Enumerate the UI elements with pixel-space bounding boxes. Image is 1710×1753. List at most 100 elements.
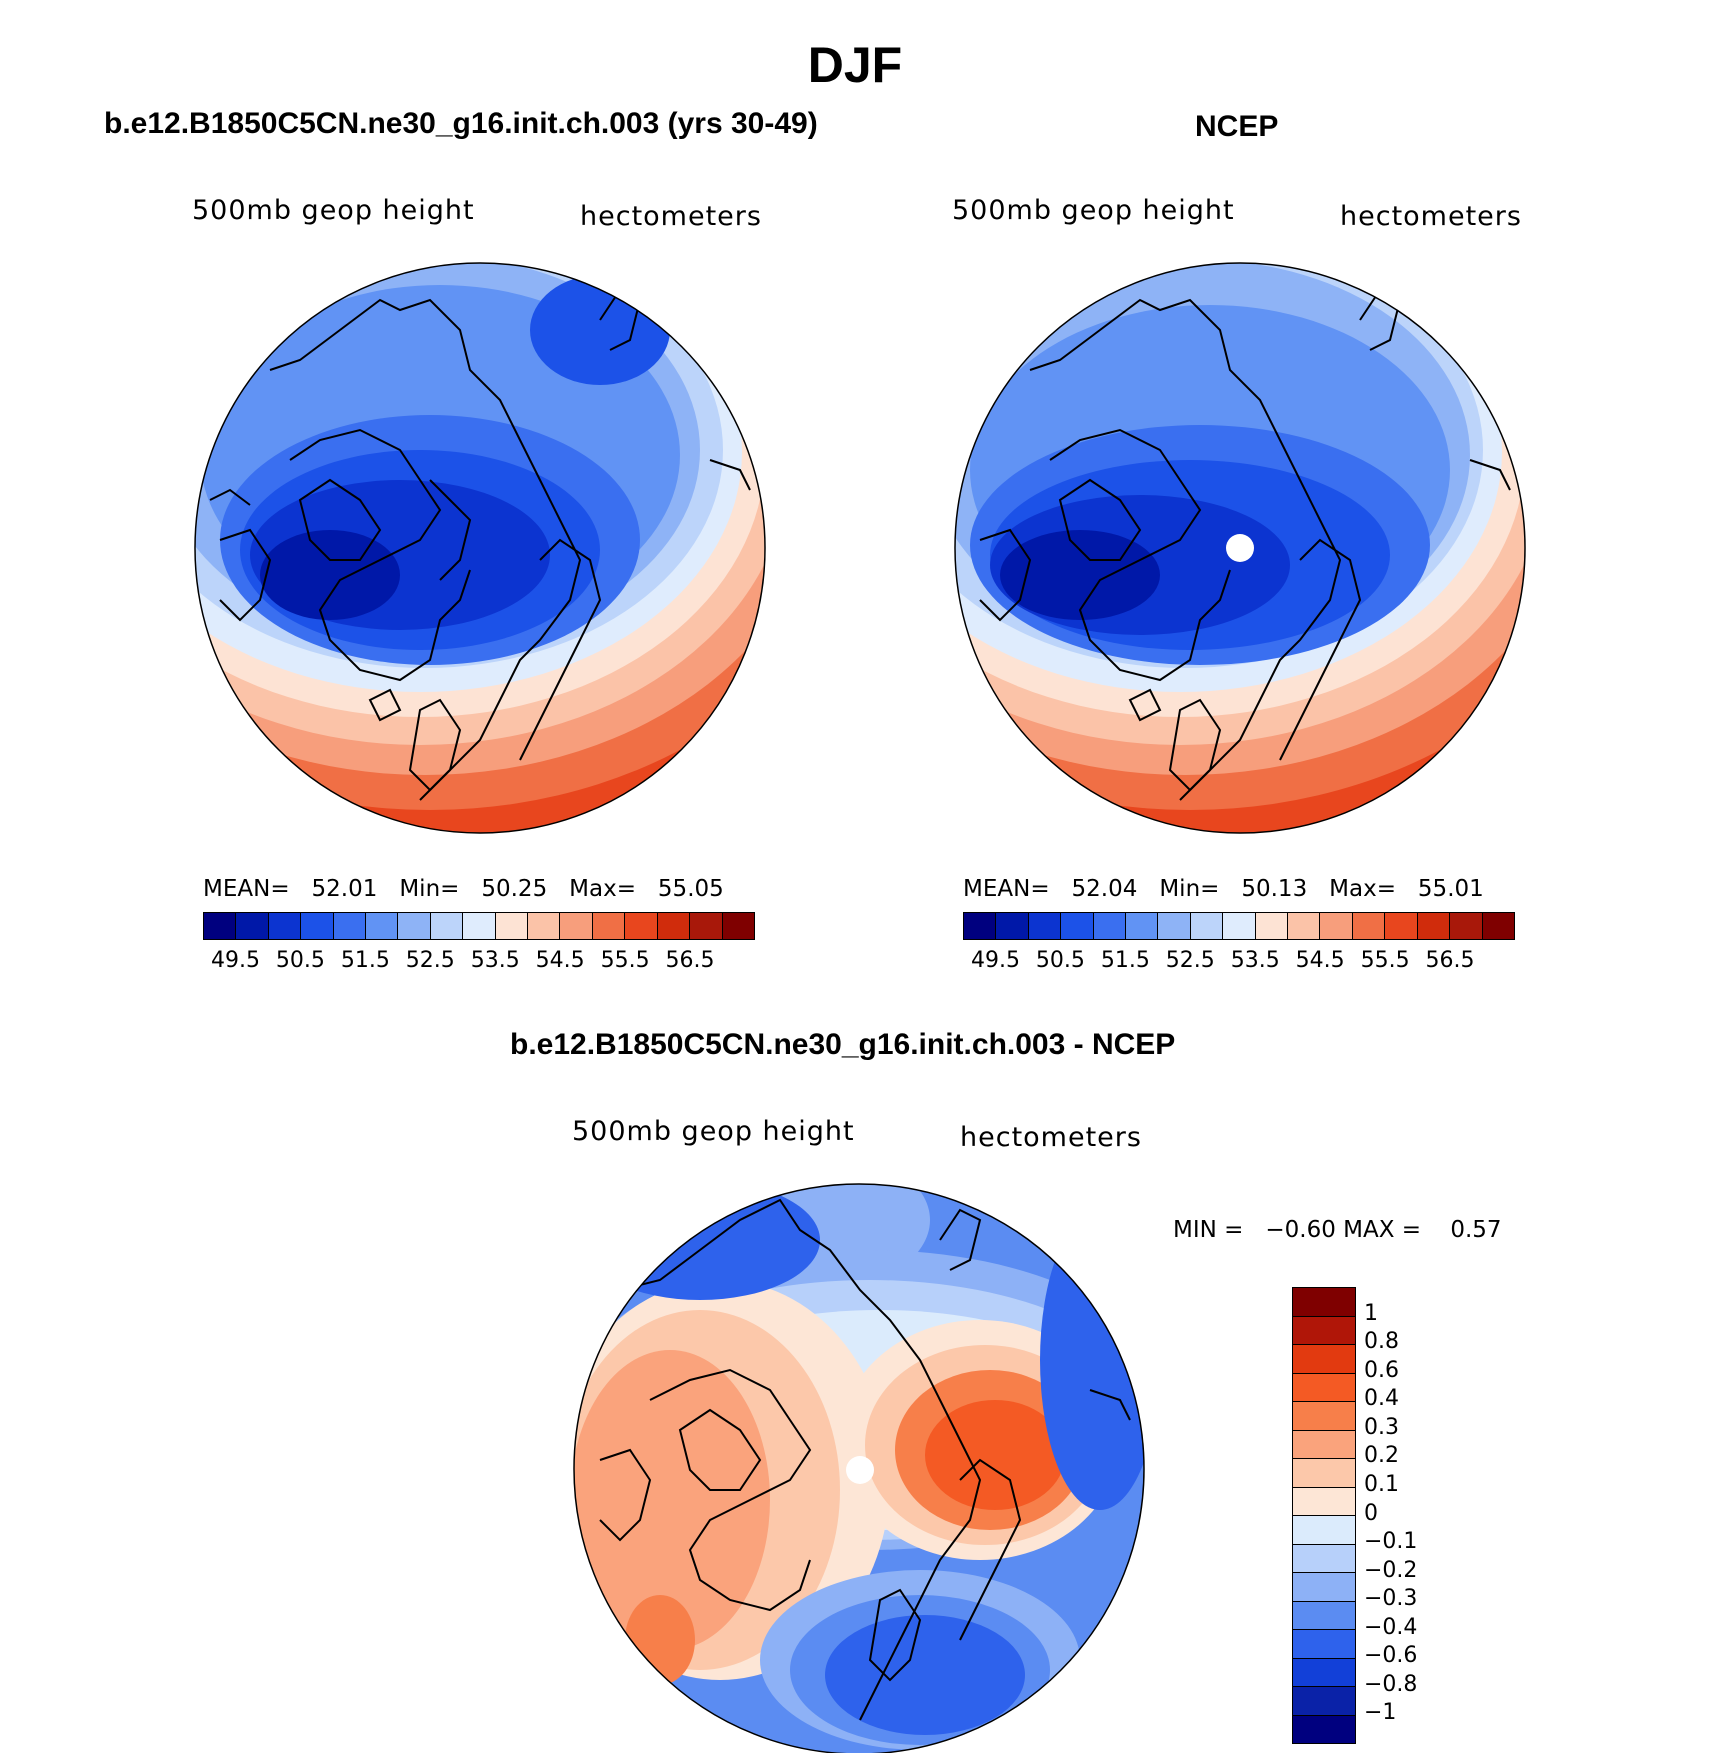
panel-2-variable: 500mb geop height — [952, 195, 1235, 226]
panel-1-max: 55.05 — [657, 876, 724, 902]
colorbar-swatch — [366, 913, 399, 939]
colorbar-swatch — [1126, 913, 1159, 939]
panel-3-colorbar — [1292, 1287, 1356, 1744]
panel-2-mean: 52.04 — [1071, 876, 1138, 902]
colorbar-tick-label: 53.5 — [470, 948, 520, 973]
colorbar-swatch — [1417, 913, 1451, 939]
colorbar-swatch — [625, 913, 658, 939]
colorbar-swatch — [1450, 913, 1483, 939]
colorbar-swatch — [1190, 913, 1224, 939]
colorbar-tick-label: −0.4 — [1364, 1614, 1418, 1640]
colorbar-tick-label: 51.5 — [340, 948, 390, 973]
colorbar-tick-label: −0.3 — [1364, 1586, 1418, 1612]
colorbar-swatch — [592, 913, 626, 939]
panel-2-units: hectometers — [1340, 201, 1522, 232]
colorbar-tick-label: 0.8 — [1364, 1329, 1399, 1355]
panel-1-min-label: Min= — [399, 876, 460, 902]
panel-2-title: NCEP — [1195, 110, 1279, 143]
colorbar-tick-label: 51.5 — [1100, 948, 1150, 973]
panel-2-map — [955, 263, 1525, 833]
colorbar-swatch — [1293, 1345, 1355, 1374]
panel-3-min: −0.60 — [1265, 1217, 1336, 1243]
panel-1-mean: 52.01 — [311, 876, 378, 902]
colorbar-tick-label: 0.1 — [1364, 1471, 1399, 1497]
colorbar-tick-label: 50.5 — [275, 948, 325, 973]
colorbar-swatch — [1352, 913, 1386, 939]
panel-1-stats: MEAN= 52.01 Min= 50.25 Max= 55.05 — [203, 876, 724, 902]
colorbar-swatch — [1385, 913, 1418, 939]
panel-1-mean-label: MEAN= — [203, 876, 290, 902]
colorbar-tick-label: 0.2 — [1364, 1443, 1399, 1469]
colorbar-tick-label: −0.2 — [1364, 1557, 1418, 1583]
colorbar-swatch — [528, 913, 561, 939]
colorbar-tick-label: 1 — [1364, 1300, 1378, 1326]
colorbar-tick-label: 53.5 — [1230, 948, 1280, 973]
colorbar-tick-label: −0.6 — [1364, 1643, 1418, 1669]
colorbar-swatch — [430, 913, 464, 939]
colorbar-swatch — [1223, 913, 1256, 939]
colorbar-swatch — [1293, 1630, 1355, 1659]
colorbar-swatch — [1293, 1658, 1355, 1687]
colorbar-swatch — [1293, 1316, 1355, 1345]
colorbar-swatch — [1093, 913, 1127, 939]
colorbar-tick-label: 54.5 — [535, 948, 585, 973]
colorbar-swatch — [333, 913, 367, 939]
colorbar-swatch — [1320, 913, 1353, 939]
colorbar-tick-label: −1 — [1364, 1700, 1397, 1726]
colorbar-tick-label: 49.5 — [970, 948, 1020, 973]
panel-3-title: b.e12.B1850C5CN.ne30_g16.init.ch.003 - N… — [510, 1028, 1176, 1061]
colorbar-swatch — [268, 913, 302, 939]
colorbar-swatch — [1255, 913, 1289, 939]
colorbar-swatch — [236, 913, 269, 939]
panel-3-map — [574, 1184, 1144, 1753]
colorbar-tick-label: 52.5 — [1165, 948, 1215, 973]
colorbar-tick-label: −0.1 — [1364, 1529, 1418, 1555]
panel-1-max-label: Max= — [569, 876, 636, 902]
colorbar-tick-label: 55.5 — [1360, 948, 1410, 973]
panel-2-coastlines — [979, 288, 1511, 801]
panel-1-colorbar — [203, 912, 755, 940]
colorbar-swatch — [1293, 1715, 1355, 1743]
colorbar-tick-label: 0.3 — [1364, 1414, 1399, 1440]
colorbar-swatch — [996, 913, 1029, 939]
colorbar-swatch — [722, 913, 754, 939]
colorbar-swatch — [964, 913, 997, 939]
colorbar-tick-label: 55.5 — [600, 948, 650, 973]
colorbar-swatch — [495, 913, 529, 939]
colorbar-tick-label: 56.5 — [665, 948, 715, 973]
colorbar-swatch — [560, 913, 593, 939]
colorbar-swatch — [1293, 1516, 1355, 1545]
colorbar-swatch — [463, 913, 496, 939]
colorbar-swatch — [657, 913, 691, 939]
panel-3-coastlines — [579, 1198, 1131, 1721]
colorbar-swatch — [1028, 913, 1062, 939]
panel-1-variable: 500mb geop height — [192, 195, 475, 226]
colorbar-swatch — [301, 913, 334, 939]
colorbar-swatch — [204, 913, 237, 939]
panel-3-units: hectometers — [960, 1122, 1142, 1153]
panel-3-variable: 500mb geop height — [572, 1116, 855, 1147]
colorbar-tick-label: 52.5 — [405, 948, 455, 973]
colorbar-swatch — [1293, 1544, 1355, 1573]
colorbar-swatch — [398, 913, 431, 939]
colorbar-swatch — [1293, 1573, 1355, 1602]
colorbar-swatch — [690, 913, 723, 939]
colorbar-tick-label: 0.4 — [1364, 1386, 1399, 1412]
panel-2-mean-label: MEAN= — [963, 876, 1050, 902]
colorbar-swatch — [1061, 913, 1094, 939]
colorbar-tick-label: 0 — [1364, 1500, 1378, 1526]
colorbar-swatch — [1293, 1402, 1355, 1431]
colorbar-swatch — [1293, 1288, 1355, 1317]
colorbar-swatch — [1158, 913, 1191, 939]
panel-1-min: 50.25 — [481, 876, 548, 902]
panel-2-stats: MEAN= 52.04 Min= 50.13 Max= 55.01 — [963, 876, 1484, 902]
colorbar-tick-label: −0.8 — [1364, 1671, 1418, 1697]
panel-2-min: 50.13 — [1241, 876, 1308, 902]
panel-2-colorbar — [963, 912, 1515, 940]
colorbar-tick-label: 54.5 — [1295, 948, 1345, 973]
panel-1-title: b.e12.B1850C5CN.ne30_g16.init.ch.003 (yr… — [104, 107, 818, 140]
colorbar-tick-label: 50.5 — [1035, 948, 1085, 973]
panel-3-min-label: MIN = — [1173, 1217, 1244, 1243]
panel-3-max-label: MAX = — [1343, 1217, 1422, 1243]
panel-3-max: 0.57 — [1450, 1217, 1502, 1243]
